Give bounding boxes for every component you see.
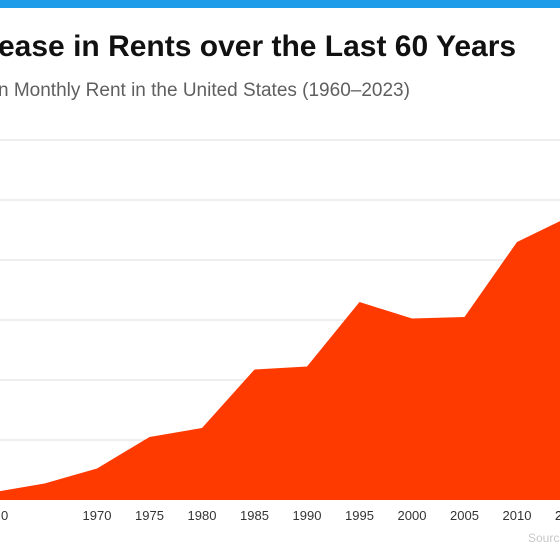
x-tick-label: 2 — [555, 508, 560, 523]
x-tick-label: 1980 — [188, 508, 217, 523]
rent-area-series — [0, 221, 560, 500]
chart-title: ease in Rents over the Last 60 Years — [0, 30, 517, 63]
chart-subtitle: n Monthly Rent in the United States (196… — [0, 80, 410, 101]
x-tick-label: 1995 — [345, 508, 374, 523]
x-tick-label: 2000 — [398, 508, 427, 523]
x-tick-label: 2005 — [450, 508, 479, 523]
x-tick-label: 1985 — [240, 508, 269, 523]
x-tick-label: 2015 — [555, 508, 560, 523]
source-note: Sourc — [528, 531, 560, 545]
top-accent-bar — [0, 0, 560, 8]
x-tick-label: 2010 — [503, 508, 532, 523]
x-tick-label: 1975 — [135, 508, 164, 523]
x-tick-label: 0 — [1, 508, 8, 523]
x-tick-label: 1970 — [83, 508, 112, 523]
x-tick-label: 1990 — [293, 508, 322, 523]
